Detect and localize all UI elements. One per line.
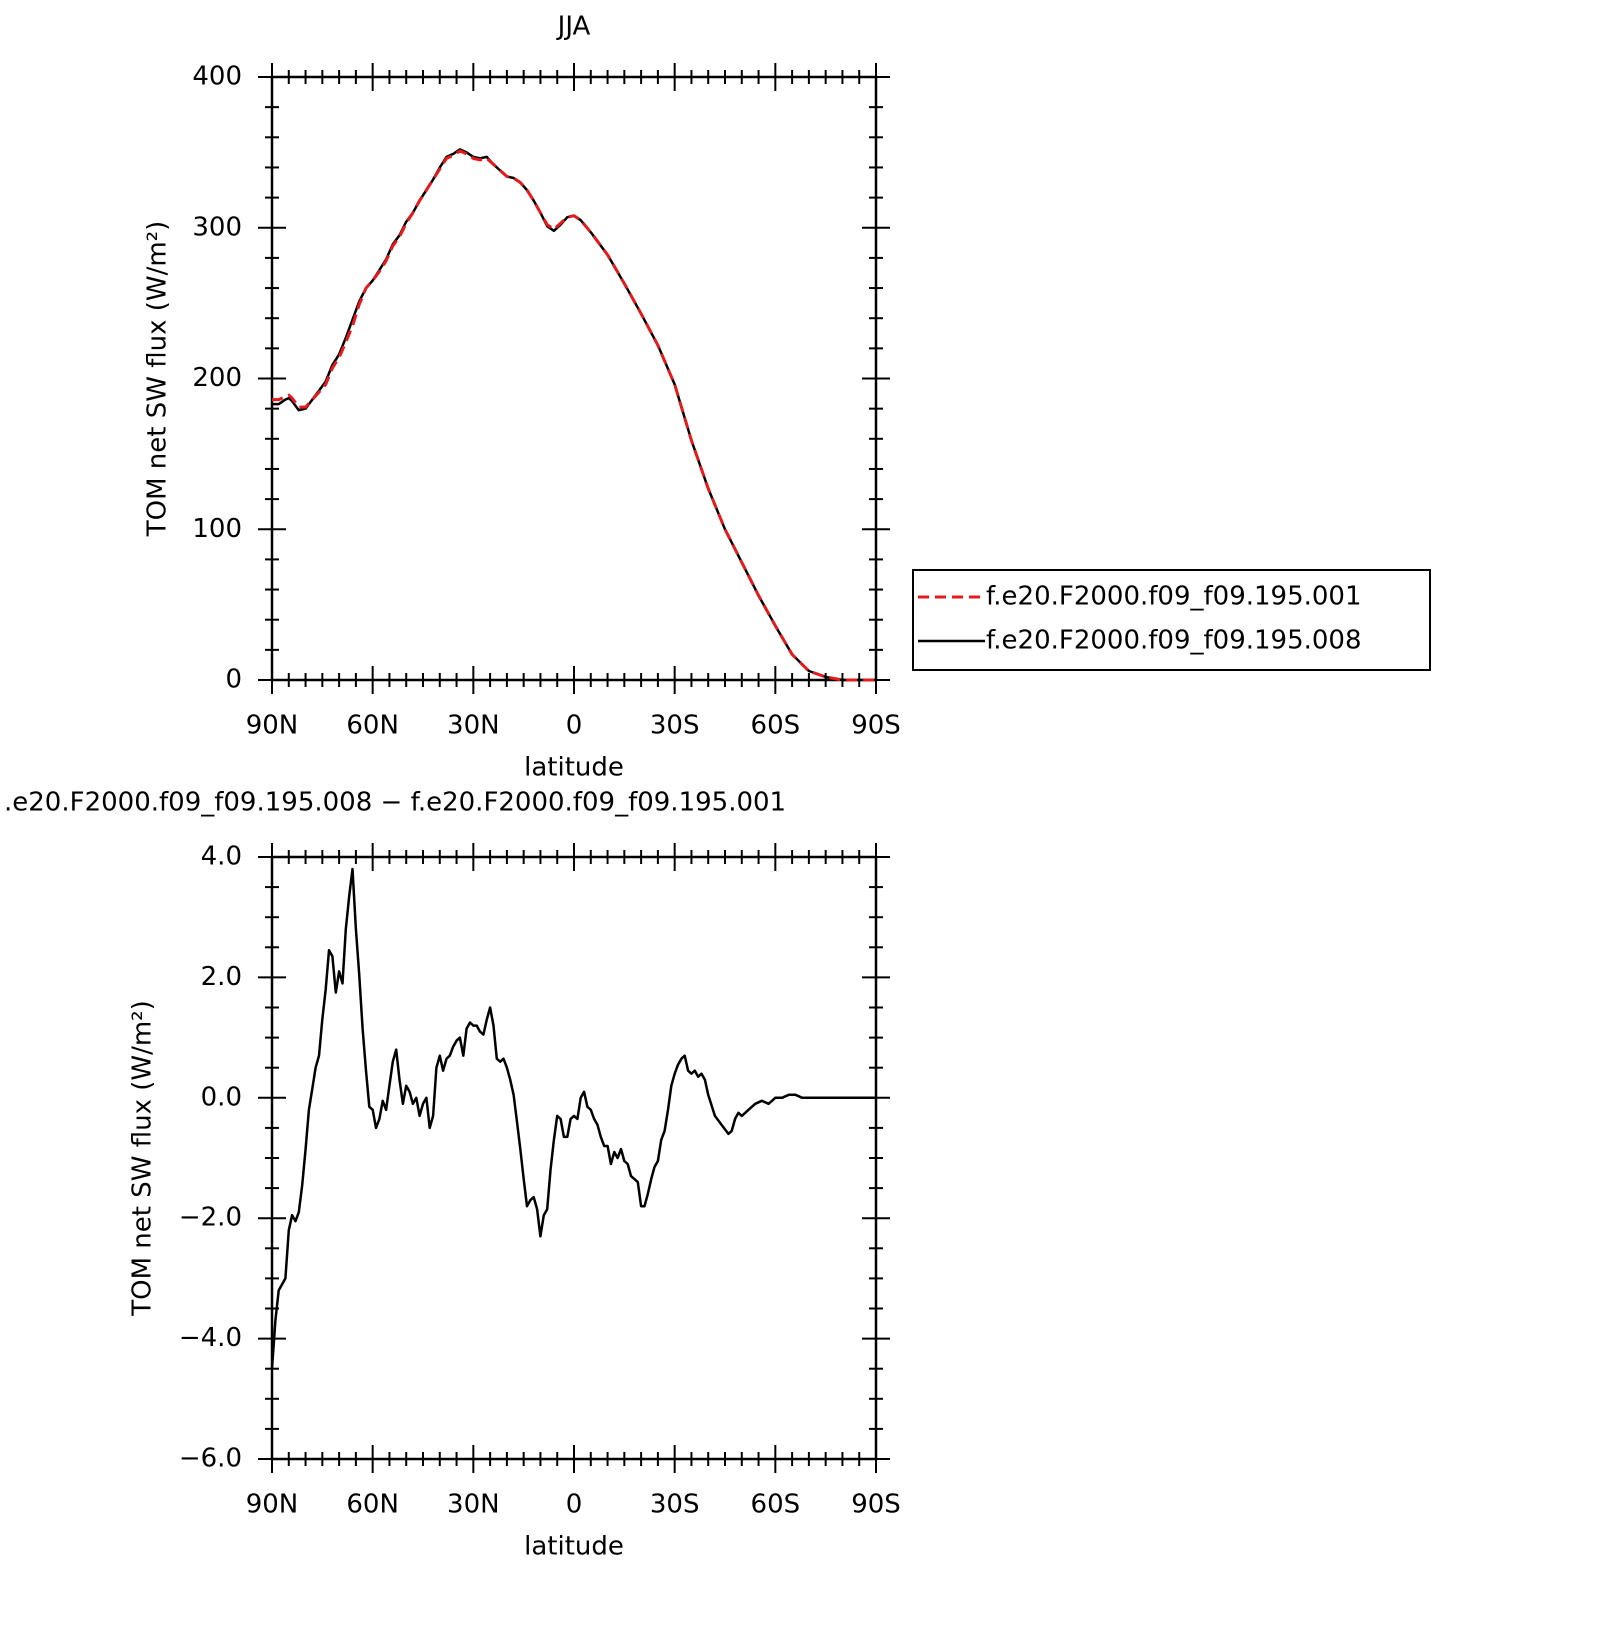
y-tick-label: 2.0 — [201, 962, 242, 992]
y-axis-label: TOM net SW flux (W/m²) — [143, 221, 173, 537]
chart-title: JJA — [556, 12, 591, 42]
x-tick-label: 30N — [447, 711, 500, 741]
x-tick-label: 90N — [246, 1490, 299, 1520]
x-tick-label: 90S — [851, 1490, 901, 1520]
x-axis-label: latitude — [524, 1532, 624, 1562]
x-tick-label: 30S — [650, 1490, 700, 1520]
y-tick-label: 300 — [192, 212, 242, 242]
y-axis-label: TOM net SW flux (W/m²) — [128, 1000, 158, 1316]
data-line — [272, 148, 876, 682]
y-tick-label: 200 — [192, 363, 242, 393]
y-tick-label: 4.0 — [201, 842, 242, 872]
y-tick-label: −6.0 — [179, 1444, 242, 1474]
x-tick-label: 30S — [650, 711, 700, 741]
data-line — [270, 867, 876, 1369]
y-tick-label: −4.0 — [179, 1323, 242, 1353]
data-line — [272, 149, 876, 682]
legend-label: f.e20.F2000.f09_f09.195.008 — [986, 626, 1362, 656]
y-tick-label: 400 — [192, 62, 242, 92]
x-tick-label: 60N — [346, 1490, 399, 1520]
chart-title: .e20.F2000.f09_f09.195.008 − f.e20.F2000… — [4, 788, 786, 818]
legend-box — [912, 569, 1431, 671]
y-tick-label: 0.0 — [201, 1082, 242, 1112]
x-tick-label: 60N — [346, 711, 399, 741]
y-tick-label: 0 — [225, 665, 242, 695]
x-tick-label: 90S — [851, 711, 901, 741]
x-tick-label: 0 — [566, 1490, 583, 1520]
x-axis-label: latitude — [524, 753, 624, 783]
x-tick-label: 0 — [566, 711, 583, 741]
x-tick-label: 90N — [246, 711, 299, 741]
legend-label: f.e20.F2000.f09_f09.195.001 — [986, 582, 1362, 612]
y-tick-label: 100 — [192, 514, 242, 544]
x-tick-label: 60S — [751, 711, 801, 741]
y-tick-label: −2.0 — [179, 1203, 242, 1233]
plot-frame — [270, 855, 878, 1461]
x-tick-label: 30N — [447, 1490, 500, 1520]
plot-frame — [270, 75, 878, 682]
x-tick-label: 60S — [751, 1490, 801, 1520]
